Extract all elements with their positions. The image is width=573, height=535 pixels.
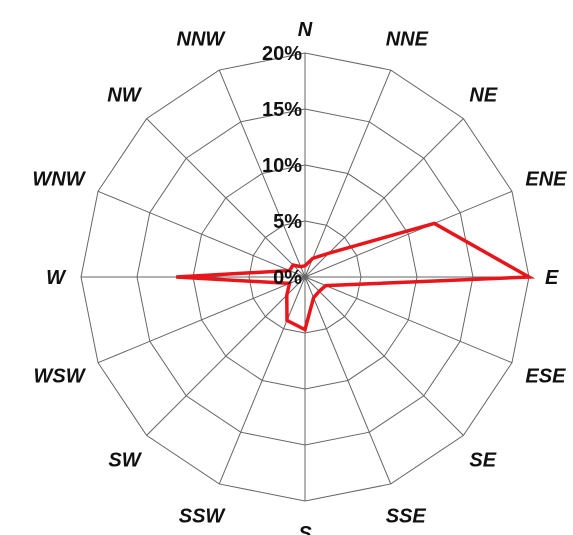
direction-label-nnw: NNW <box>177 29 227 51</box>
direction-label-e: E <box>545 267 559 289</box>
direction-label-sw: SW <box>108 449 142 471</box>
direction-label-wnw: WNW <box>32 168 86 190</box>
spoke-ese <box>304 276 513 364</box>
direction-label-nw: NW <box>107 85 142 107</box>
direction-label-ssw: SSW <box>179 505 227 527</box>
direction-label-w: W <box>46 267 67 289</box>
grid-spokes <box>81 53 529 501</box>
direction-label-se: SE <box>469 449 496 471</box>
tick-label-3: 15% <box>262 99 302 121</box>
data-series <box>176 221 536 333</box>
direction-label-ene: ENE <box>525 168 567 190</box>
spoke-wsw <box>97 276 306 364</box>
spoke-se <box>304 276 464 436</box>
spoke-ssw <box>218 276 306 485</box>
spoke-sse <box>304 276 392 485</box>
spoke-ene <box>304 190 513 278</box>
spoke-nnw <box>218 69 306 278</box>
direction-label-ne: NE <box>469 85 497 107</box>
direction-label-wsw: WSW <box>34 366 87 388</box>
direction-label-s: S <box>298 523 312 535</box>
direction-label-sse: SSE <box>386 505 427 527</box>
direction-labels: N NNE NE ENE E ESE SE SSE S SSW SW WSW W WNW NW NNW <box>32 19 567 535</box>
series-line-0 <box>176 221 536 333</box>
direction-label-ese: ESE <box>525 366 566 388</box>
tick-label-0: 0% <box>273 267 302 289</box>
spoke-nw <box>146 118 306 278</box>
direction-label-nne: NNE <box>386 29 429 51</box>
tick-label-1: 5% <box>273 211 302 233</box>
spoke-ne <box>304 118 464 278</box>
direction-label-n: N <box>298 19 313 41</box>
radial-tick-labels: 0% 5% 10% 15% 20% <box>262 43 302 289</box>
spoke-wnw <box>97 190 306 278</box>
tick-label-4: 20% <box>262 43 302 65</box>
spoke-nne <box>304 69 392 278</box>
spoke-sw <box>146 276 306 436</box>
tick-label-2: 10% <box>262 155 302 177</box>
